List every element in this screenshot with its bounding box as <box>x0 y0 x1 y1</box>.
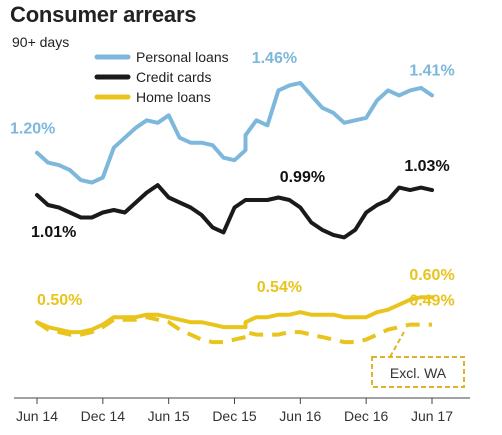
x-tick-label: Jun 15 <box>148 408 190 424</box>
data-label: 1.41% <box>409 62 454 79</box>
x-tick-label: Jun 16 <box>279 408 321 424</box>
x-tick-label: Dec 16 <box>344 408 389 424</box>
legend-label: Home loans <box>136 89 211 105</box>
data-label: 1.03% <box>404 158 449 175</box>
x-tick-label: Jun 14 <box>16 408 58 424</box>
series-line-1 <box>35 183 434 240</box>
series-line-0 <box>35 80 434 185</box>
callout-leader <box>389 331 405 358</box>
data-label: 0.54% <box>257 279 302 296</box>
data-label: 0.49% <box>409 293 454 310</box>
series-line-2 <box>35 295 434 335</box>
callout-text: Excl. WA <box>390 365 447 381</box>
legend-label: Personal loans <box>136 49 229 65</box>
x-tick-label: Dec 14 <box>81 408 126 424</box>
data-label: 0.60% <box>409 267 454 284</box>
chart-title: Consumer arrears <box>10 2 197 27</box>
legend-label: Credit cards <box>136 69 211 85</box>
data-label: 1.20% <box>10 121 55 138</box>
chart-subtitle: 90+ days <box>12 34 70 50</box>
data-label: 0.50% <box>37 292 82 309</box>
x-tick-label: Dec 15 <box>212 408 257 424</box>
data-label: 1.46% <box>252 50 297 67</box>
x-tick-label: Jun 17 <box>411 408 453 424</box>
data-label: 1.01% <box>31 224 76 241</box>
callout-box <box>371 356 465 388</box>
series-line-3 <box>35 315 432 345</box>
data-label: 0.99% <box>280 169 325 186</box>
